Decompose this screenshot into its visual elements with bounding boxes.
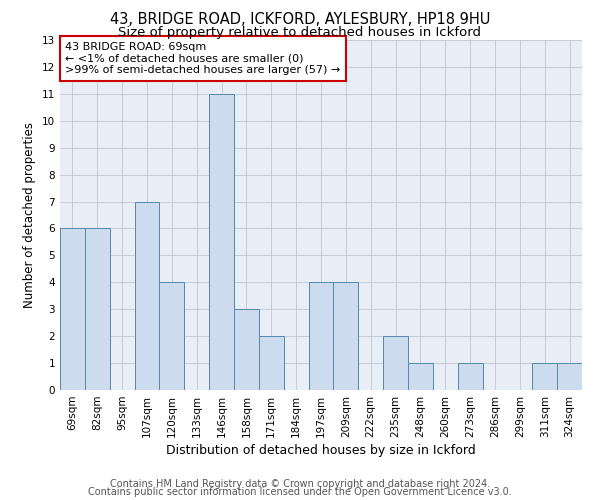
Bar [532, 363, 557, 390]
Bar [134, 202, 160, 390]
Bar [408, 363, 433, 390]
Bar [259, 336, 284, 390]
Bar [557, 363, 582, 390]
Bar [234, 309, 259, 390]
Bar [60, 228, 85, 390]
Bar [85, 228, 110, 390]
Bar [334, 282, 358, 390]
Bar [160, 282, 184, 390]
Text: 43 BRIDGE ROAD: 69sqm
← <1% of detached houses are smaller (0)
>99% of semi-deta: 43 BRIDGE ROAD: 69sqm ← <1% of detached … [65, 42, 340, 75]
Bar [209, 94, 234, 390]
Text: Contains HM Land Registry data © Crown copyright and database right 2024.: Contains HM Land Registry data © Crown c… [110, 479, 490, 489]
Bar [383, 336, 408, 390]
Text: Contains public sector information licensed under the Open Government Licence v3: Contains public sector information licen… [88, 487, 512, 497]
Text: Size of property relative to detached houses in Ickford: Size of property relative to detached ho… [119, 26, 482, 39]
Text: 43, BRIDGE ROAD, ICKFORD, AYLESBURY, HP18 9HU: 43, BRIDGE ROAD, ICKFORD, AYLESBURY, HP1… [110, 12, 490, 28]
Bar [308, 282, 334, 390]
X-axis label: Distribution of detached houses by size in Ickford: Distribution of detached houses by size … [166, 444, 476, 457]
Bar [458, 363, 482, 390]
Y-axis label: Number of detached properties: Number of detached properties [23, 122, 37, 308]
